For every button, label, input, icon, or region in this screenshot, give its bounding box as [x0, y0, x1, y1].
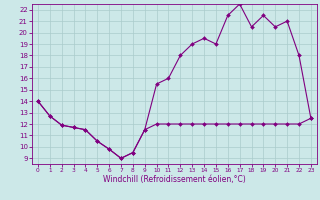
X-axis label: Windchill (Refroidissement éolien,°C): Windchill (Refroidissement éolien,°C) [103, 175, 246, 184]
